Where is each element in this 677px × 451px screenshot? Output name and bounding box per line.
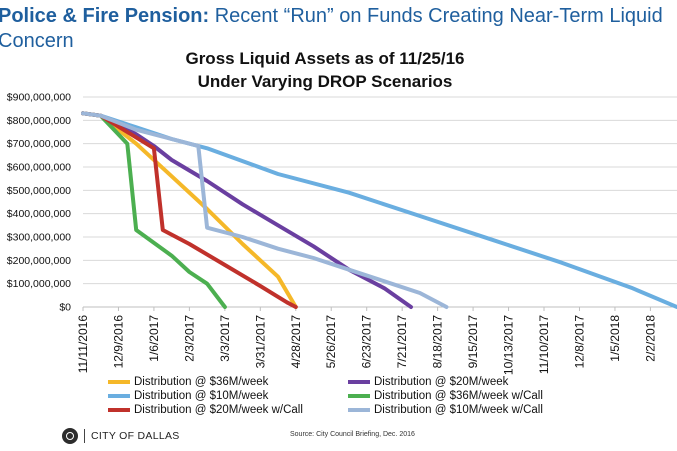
- city-logo: CITY OF DALLAS: [62, 428, 180, 444]
- legend-swatch: [108, 408, 130, 412]
- chart-title-line1: Gross Liquid Assets as of 11/25/16: [185, 49, 465, 68]
- y-tick-label: $800,000,000: [7, 115, 71, 127]
- x-tick-label: 5/26/2017: [324, 315, 338, 369]
- slide-title-rest: Recent “Run” on Funds Creating Near-Term…: [0, 5, 663, 52]
- x-tick-label: 12/8/2017: [572, 315, 586, 369]
- x-tick-label: 2/3/2017: [182, 315, 196, 362]
- legend-label: Distribution @ $36M/week: [134, 376, 269, 388]
- legend-swatch: [348, 380, 370, 384]
- x-tick-label: 9/15/2017: [466, 315, 480, 369]
- x-tick-label: 10/13/2017: [502, 315, 516, 375]
- legend-label: Distribution @ $36M/week w/Call: [374, 390, 543, 402]
- legend-swatch: [108, 394, 130, 398]
- legend-label: Distribution @ $20M/week w/Call: [134, 404, 303, 416]
- slide-title-bold: Police & Fire Pension:: [0, 5, 210, 27]
- city-seal-icon: [62, 428, 78, 444]
- slide-title: Police & Fire Pension: Recent “Run” on F…: [0, 4, 677, 54]
- y-tick-label: $100,000,000: [7, 278, 71, 290]
- y-tick-label: $500,000,000: [7, 185, 71, 197]
- y-tick-label: $600,000,000: [7, 162, 71, 174]
- legend-label: Distribution @ $10M/week w/Call: [374, 404, 543, 416]
- chart-title: Gross Liquid Assets as of 11/25/16 Under…: [160, 47, 490, 93]
- legend-item: Distribution @ $10M/week: [108, 390, 348, 402]
- x-tick-label: 6/23/2017: [360, 315, 374, 369]
- x-tick-label: 3/31/2017: [253, 315, 267, 369]
- legend-swatch: [108, 380, 130, 384]
- y-tick-label: $0: [59, 302, 71, 314]
- legend-item: Distribution @ $36M/week: [108, 376, 348, 388]
- x-tick-label: 7/21/2017: [395, 315, 409, 369]
- chart-legend: Distribution @ $36M/week Distribution @ $…: [108, 376, 608, 416]
- source-note: Source: City Council Briefing, Dec. 2016: [290, 431, 415, 438]
- legend-item: Distribution @ $10M/week w/Call: [348, 404, 598, 416]
- y-tick-label: $300,000,000: [7, 232, 71, 244]
- legend-swatch: [348, 394, 370, 398]
- y-tick-label: $700,000,000: [7, 138, 71, 150]
- x-tick-label: 12/9/2016: [111, 315, 125, 369]
- x-tick-label: 11/11/2016: [76, 315, 90, 374]
- legend-item: Distribution @ $36M/week w/Call: [348, 390, 598, 402]
- x-tick-label: 8/18/2017: [431, 315, 445, 369]
- y-tick-label: $400,000,000: [7, 208, 71, 220]
- y-tick-label: $200,000,000: [7, 255, 71, 267]
- legend-swatch: [348, 408, 370, 412]
- x-tick-label: 2/2/2018: [643, 315, 657, 362]
- series-line: [81, 111, 449, 309]
- logo-divider: [84, 429, 85, 443]
- organization-name: CITY OF DALLAS: [91, 430, 180, 442]
- x-tick-label: 1/6/2017: [147, 315, 161, 362]
- legend-item: Distribution @ $20M/week w/Call: [108, 404, 348, 416]
- legend-label: Distribution @ $20M/week: [374, 376, 509, 388]
- x-tick-label: 3/3/2017: [218, 315, 232, 362]
- x-tick-label: 11/10/2017: [537, 315, 551, 374]
- legend-label: Distribution @ $10M/week: [134, 390, 269, 402]
- chart-title-line2: Under Varying DROP Scenarios: [197, 72, 453, 91]
- legend-item: Distribution @ $20M/week: [348, 376, 598, 388]
- x-tick-label: 1/5/2018: [608, 315, 622, 362]
- y-tick-label: $900,000,000: [7, 92, 71, 104]
- series-line: [81, 111, 298, 309]
- x-tick-label: 4/28/2017: [289, 315, 303, 369]
